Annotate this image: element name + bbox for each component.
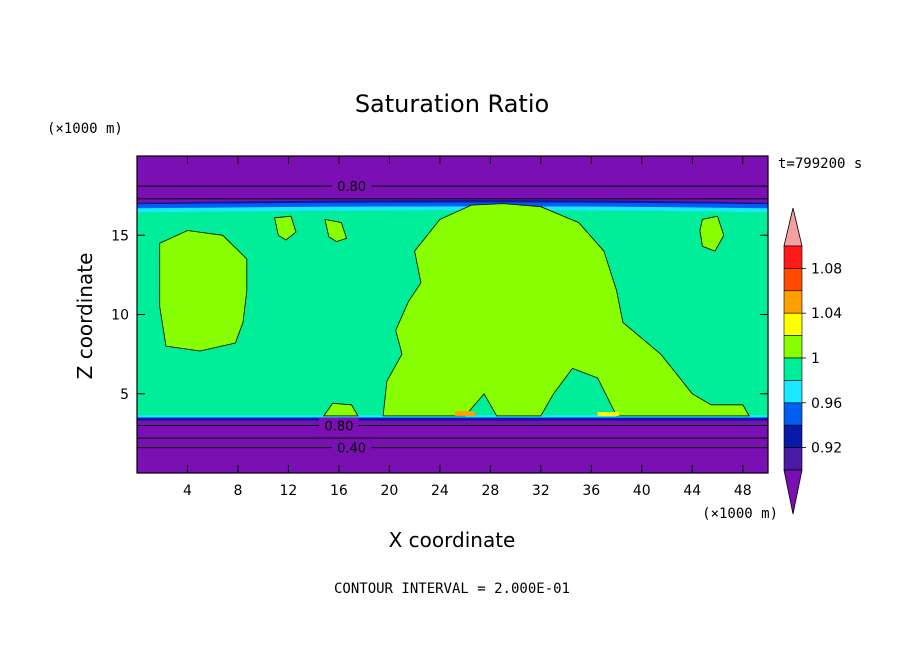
y-axis-label: Z coordinate [73,253,97,380]
colorbar-label: 1 [811,351,820,367]
y-tick-label: 10 [111,308,129,324]
chart-title: Saturation Ratio [355,90,549,118]
time-label: t=799200 s [778,156,862,172]
x-axis-label: X coordinate [389,528,516,552]
lower-transition-band [137,417,768,421]
lower-dry-layer [137,419,768,473]
colorbar-swatch [783,312,803,336]
contour-label: 0.80 [324,419,353,434]
colorbar-swatch [783,380,803,404]
y-axis-ticks: 5 10 15 [111,228,768,403]
upper-transition-band [137,199,768,205]
contour-label: 0.80 [337,180,366,195]
x-tick-label: 36 [582,483,600,499]
x-tick-label: 4 [183,483,192,499]
contour-label-bg [318,417,359,434]
x-tick-label: 44 [683,483,701,499]
supersaturated-region [159,230,248,352]
colorbar-label: 1.04 [811,306,842,322]
y-tick-label: 5 [120,387,129,403]
y-tick-label: 15 [111,228,129,244]
contour-interval-footer: CONTOUR INTERVAL = 2.000E-01 [334,581,570,597]
colorbar-swatch [783,290,803,314]
colorbar-label: 0.92 [811,441,842,457]
contour-label-bg [331,178,372,195]
colorbar-swatch [783,268,803,292]
x-tick-label: 24 [431,483,449,499]
x-tick-label: 20 [380,483,398,499]
colorbar: 1.08 1.04 1 0.96 0.92 [783,207,842,515]
colorbar-swatch [783,447,803,471]
supersaturated-region [323,402,359,417]
colorbar-swatch [783,335,803,359]
colorbar-swatch [783,424,803,448]
colorbar-swatch [783,357,803,381]
supersaturated-region [274,215,297,241]
x-tick-label: 12 [280,483,298,499]
plot-area: 0.80 0.80 0.40 [136,155,769,474]
colorbar-swatch [783,402,803,426]
colorbar-min-arrow [783,469,803,515]
supersaturated-region [324,218,348,243]
x-unit-label: (×1000 m) [702,506,778,522]
x-tick-label: 16 [330,483,348,499]
upper-transition-band [137,206,768,213]
x-tick-label: 48 [734,483,752,499]
high-value-spot [597,411,620,416]
colorbar-swatch [783,245,803,269]
upper-dry-layer [137,156,768,204]
colorbar-label: 0.96 [811,396,842,412]
y-unit-label: (×1000 m) [47,121,123,137]
supersaturated-region [699,215,725,252]
colorbar-label: 1.08 [811,261,842,277]
x-axis-ticks: 4 8 12 16 20 24 28 32 36 40 44 48 [183,156,752,499]
contour-label: 0.40 [337,442,366,457]
supersaturated-region [382,203,750,417]
contour-label-bg [331,439,372,456]
colorbar-max-arrow [783,207,803,247]
x-tick-label: 28 [481,483,499,499]
x-tick-label: 40 [633,483,651,499]
lower-transition-band [137,415,768,418]
high-value-spot [455,411,476,416]
x-tick-label: 32 [532,483,550,499]
x-tick-label: 8 [233,483,242,499]
